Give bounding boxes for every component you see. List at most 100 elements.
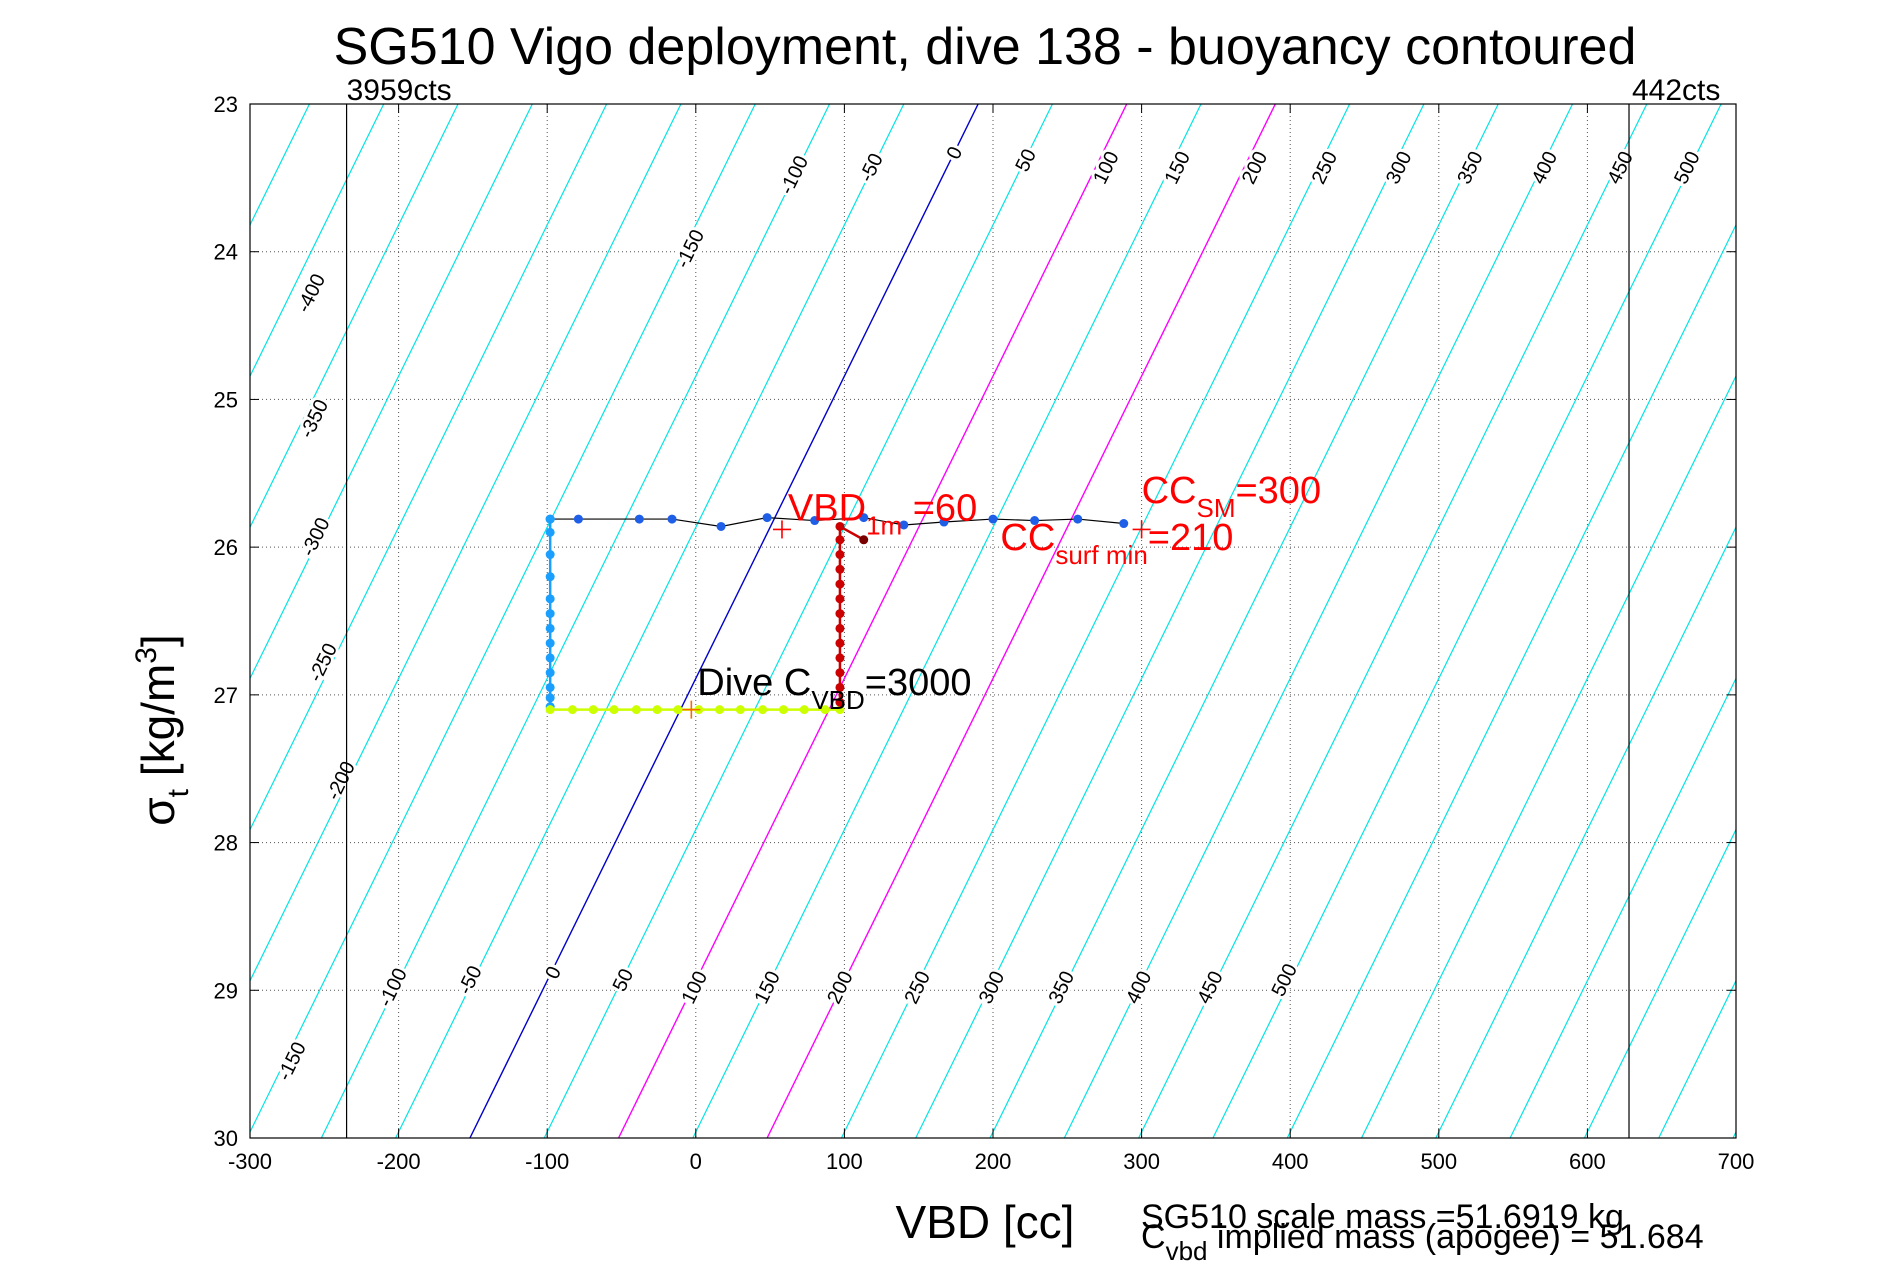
x-tick-label: -300	[228, 1149, 272, 1174]
series-point-surface_trace	[634, 514, 644, 524]
series-point-surface_trace	[859, 513, 869, 523]
series-point-apogee_pump	[758, 705, 768, 715]
series-point-apogee_pump	[652, 705, 662, 715]
series-point-apogee_pump	[631, 705, 641, 715]
contour-lines	[0, 104, 1736, 1138]
x-tick-label: 700	[1718, 1149, 1755, 1174]
scale-mass-footer: SG510 scale mass =51.6919 kg	[1141, 1198, 1624, 1236]
y-tick-label: 30	[214, 1126, 238, 1151]
contour-line	[1360, 374, 1736, 1138]
series-point-dive_profile	[545, 693, 555, 703]
series-point-dive_profile	[545, 638, 555, 648]
contour-line	[692, 104, 1202, 1138]
x-tick-label: 100	[826, 1149, 863, 1174]
contour-line	[1063, 104, 1574, 1138]
series-point-apogee_pump	[735, 705, 745, 715]
contour-line	[469, 104, 979, 1138]
y-tick-label: 24	[214, 240, 238, 265]
contour-line	[1732, 1130, 1736, 1138]
series-point-surface_trace	[939, 517, 949, 527]
contour-line	[1212, 104, 1722, 1138]
series-point-apogee_pump	[567, 705, 577, 715]
contour-line	[1138, 104, 1648, 1138]
series-point-apogee_pump	[778, 705, 788, 715]
contour-line	[0, 104, 87, 1138]
series-point-climb_profile	[835, 623, 845, 633]
svg-text:σt [kg/m3]: σt [kg/m3]	[130, 634, 195, 825]
y-tick-label: 29	[214, 978, 238, 1003]
series-point-dive_profile	[545, 514, 555, 524]
y-tick-label: 28	[214, 831, 238, 856]
series-point-climb_profile	[835, 638, 845, 648]
series-point-climb_profile	[835, 609, 845, 619]
series-point-surface_trace	[988, 514, 998, 524]
contour-line	[250, 104, 756, 1134]
series-point-dive_profile	[545, 527, 555, 537]
contour-line	[915, 104, 1425, 1138]
contour-line	[250, 104, 385, 378]
y-tick-label: 23	[214, 92, 238, 117]
series-point-apogee_pump	[820, 705, 830, 715]
contour-line	[250, 104, 459, 529]
contour-line	[320, 104, 831, 1138]
series-point-apogee_pump	[588, 705, 598, 715]
contour-line	[250, 104, 533, 680]
series-point-surface_trace	[1119, 519, 1129, 529]
count-label: 442cts	[1632, 74, 1720, 107]
contour-line	[1509, 677, 1736, 1138]
x-tick-label: 400	[1272, 1149, 1309, 1174]
x-tick-label: 500	[1420, 1149, 1457, 1174]
series-point-dive_profile	[545, 623, 555, 633]
series-point-surface_trace	[716, 521, 726, 531]
cc-sm-annotation: CCSM=300	[1142, 470, 1321, 523]
chart-title: SG510 Vigo deployment, dive 138 - buoyan…	[334, 18, 1637, 76]
series-point-climb_profile	[835, 697, 845, 707]
x-tick-label: 600	[1569, 1149, 1606, 1174]
series-point-climb_profile	[835, 668, 845, 678]
contour-line	[840, 104, 1351, 1138]
contour-line	[395, 104, 905, 1138]
implied-mass-footer: Cvbd implied mass (apogee) = 51.684	[1141, 1218, 1704, 1262]
series-point-surface_trace	[762, 513, 772, 523]
series-point-dive_profile	[545, 668, 555, 678]
series-point-climb_profile	[859, 535, 869, 545]
contour-line	[617, 104, 1128, 1138]
series-point-climb_profile	[835, 521, 845, 531]
series-point-apogee_pump	[799, 705, 809, 715]
contour-line	[1286, 223, 1736, 1138]
cc-surf-min-annotation: CCsurf min=210	[1000, 517, 1233, 570]
series-line-surface_trace	[550, 516, 1124, 528]
vbd-1m-annotation: VBD1m =60	[788, 488, 977, 541]
series-point-apogee_pump	[715, 705, 725, 715]
series-point-dive_profile	[545, 653, 555, 663]
series-point-dive_profile	[545, 682, 555, 692]
series-point-surface_trace	[1030, 516, 1040, 526]
x-tick-label: 300	[1123, 1149, 1160, 1174]
plot-area: -400-350-300-250-200-150-100 -50 0 50 100 150…	[0, 74, 1755, 1174]
y-tick-label: 25	[214, 387, 238, 412]
series-point-apogee_pump	[673, 705, 683, 715]
series-point-climb_profile	[835, 594, 845, 604]
series-point-apogee_pump	[835, 705, 845, 715]
contour-line	[766, 104, 1276, 1138]
series-point-climb_profile	[835, 579, 845, 589]
dive-cvbd-annotation: Dive CVBD=3000	[697, 662, 971, 715]
series-point-surface_trace	[573, 514, 583, 524]
x-tick-label: -100	[525, 1149, 569, 1174]
y-tick-label: 27	[214, 683, 238, 708]
contour-line	[1435, 525, 1736, 1138]
series-point-dive_profile	[545, 609, 555, 619]
contour-line	[1583, 828, 1736, 1138]
x-axis-label: VBD [cc]	[896, 1196, 1075, 1248]
series-point-surface_trace	[667, 514, 677, 524]
contour-line	[0, 104, 12, 1138]
series-point-apogee_pump	[545, 705, 555, 715]
contour-line	[250, 104, 608, 831]
contour-line	[0, 104, 235, 1138]
series-point-surface_trace	[810, 516, 820, 526]
x-tick-label: 200	[975, 1149, 1012, 1174]
series-point-surface_trace	[1073, 514, 1083, 524]
contour-line	[0, 104, 161, 1138]
series-point-climb_profile	[835, 682, 845, 692]
